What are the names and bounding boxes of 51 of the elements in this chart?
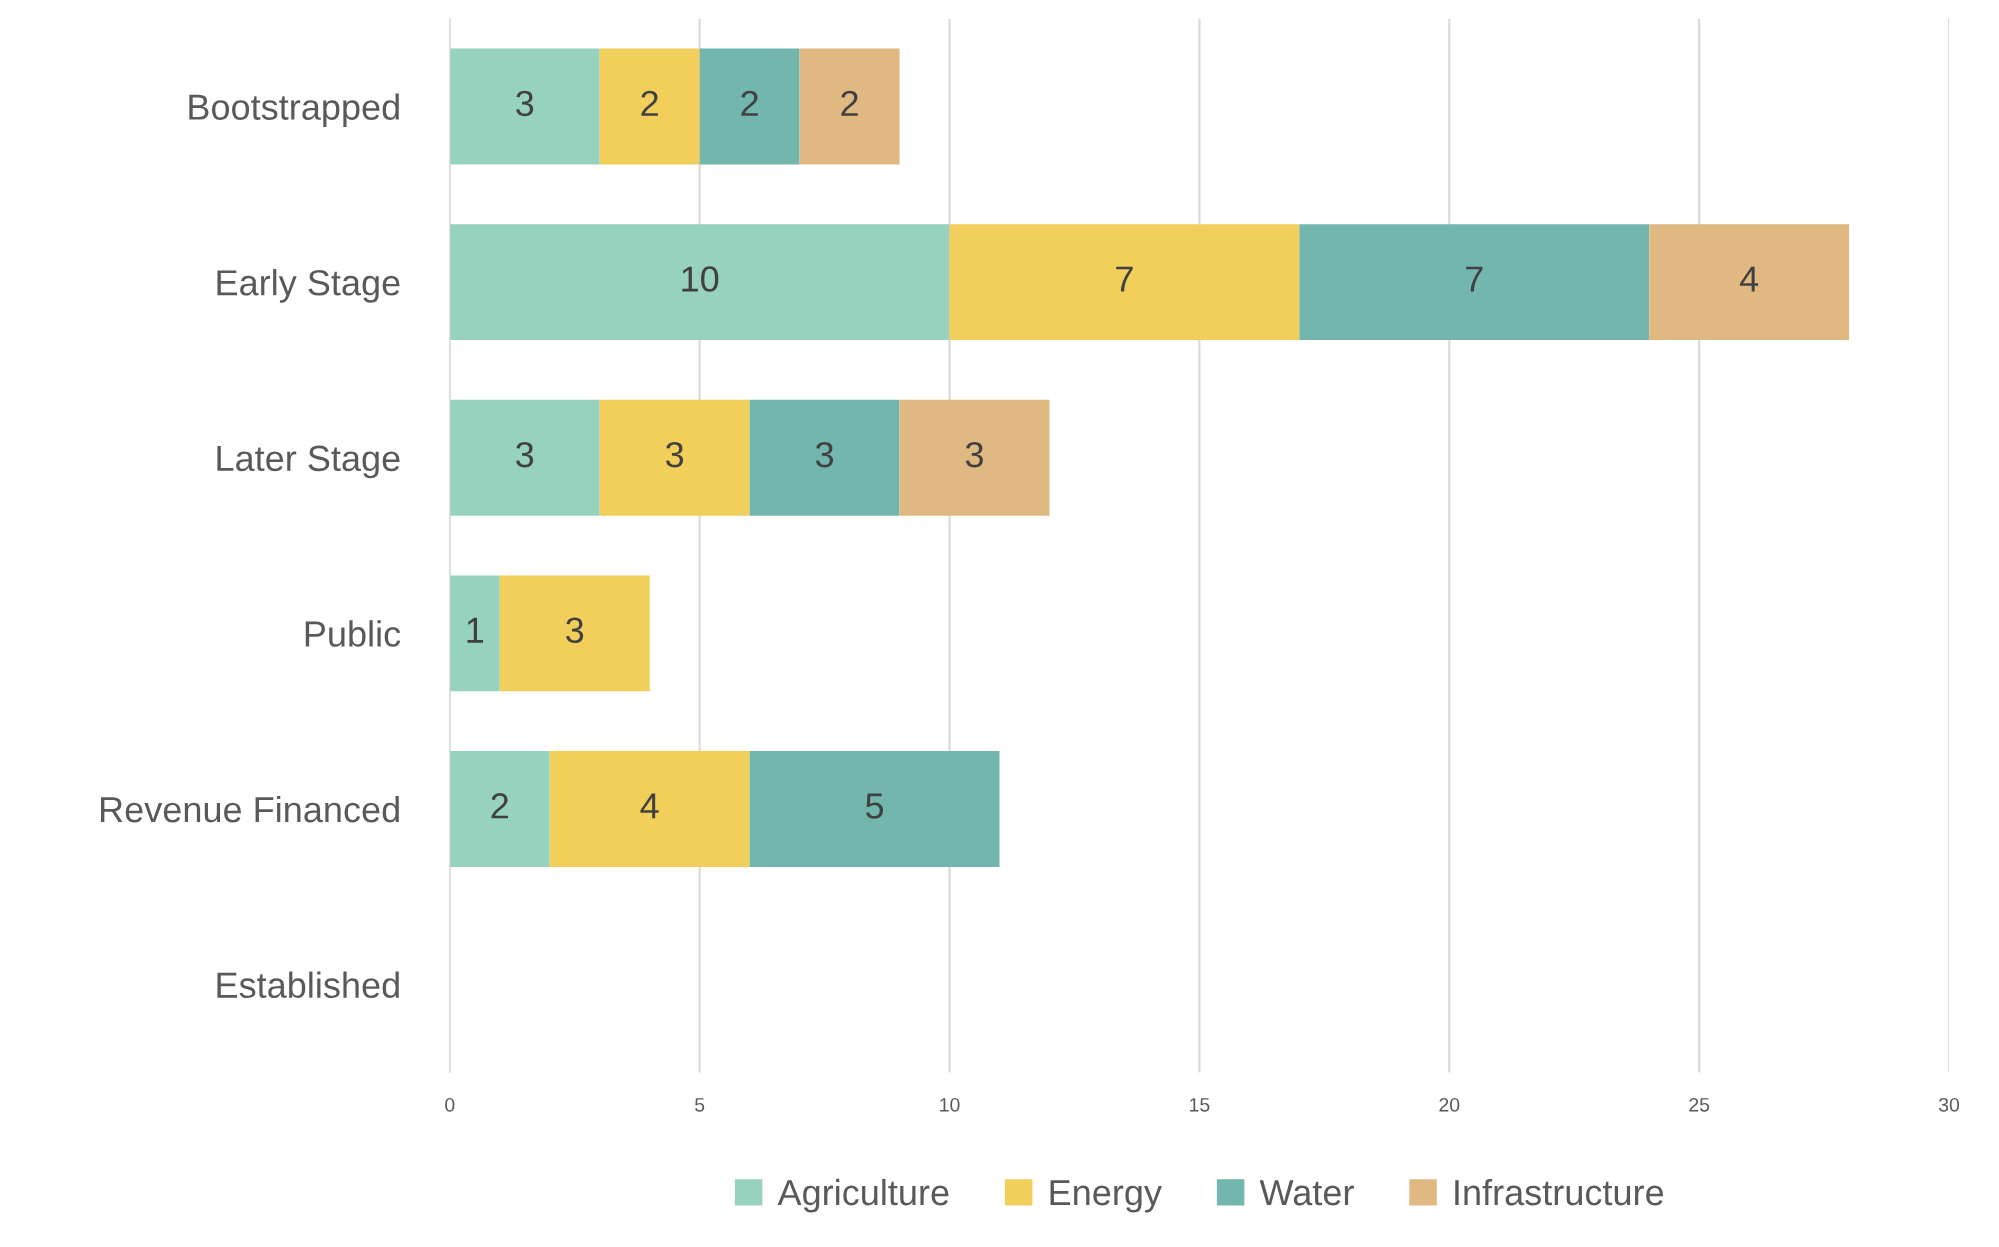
legend-label: Agriculture <box>777 1178 949 1213</box>
data-label: 1 <box>467 617 484 643</box>
x-tick-label: 25 <box>1689 1097 1710 1112</box>
data-label: 7 <box>1116 266 1133 292</box>
x-tick-label: 15 <box>1190 1098 1210 1112</box>
bar <box>1299 224 1650 341</box>
bar <box>749 751 1000 867</box>
y-tick-label: Early Stage <box>217 269 400 303</box>
y-tick-label: Established <box>217 971 399 999</box>
bar <box>599 399 750 516</box>
bar <box>449 399 600 516</box>
bar <box>899 399 1050 516</box>
bar <box>949 224 1300 341</box>
y-tick-label: Public <box>305 620 401 647</box>
bar <box>449 48 600 165</box>
x-tick-label: 30 <box>1938 1097 1960 1112</box>
data-label: 3 <box>965 441 983 468</box>
y-tick-label: Revenue Financed <box>101 795 399 823</box>
data-label: 2 <box>641 90 658 116</box>
data-label: 2 <box>491 793 508 819</box>
bar <box>499 575 650 692</box>
data-label: 7 <box>1466 266 1483 292</box>
data-label: 10 <box>682 266 719 292</box>
data-label: 3 <box>566 617 584 644</box>
bar <box>1649 224 1850 341</box>
x-tick-label: 5 <box>695 1098 705 1112</box>
x-tick-label: 0 <box>445 1097 455 1112</box>
y-tick-label: Later Stage <box>217 445 400 479</box>
data-label: 5 <box>865 793 884 819</box>
y-tick-label: Bootstrapped <box>189 93 399 128</box>
data-label: 4 <box>640 793 659 819</box>
x-tick-label: 20 <box>1439 1097 1460 1112</box>
bar <box>599 48 700 165</box>
legend-label: Infrastructure <box>1455 1178 1664 1206</box>
data-label: 2 <box>741 90 758 116</box>
data-label: 3 <box>666 441 684 468</box>
data-label: 2 <box>841 90 858 116</box>
data-label: 3 <box>516 441 534 468</box>
data-label: 4 <box>1739 266 1759 292</box>
legend-label: Energy <box>1050 1180 1162 1213</box>
bar <box>699 48 800 165</box>
x-tick-label: 10 <box>940 1097 960 1112</box>
data-label: 3 <box>815 441 834 468</box>
bar <box>449 224 950 341</box>
bar <box>449 751 550 867</box>
bar <box>799 48 900 165</box>
bar <box>749 399 900 516</box>
bar <box>549 751 750 867</box>
data-label: 3 <box>516 90 534 117</box>
legend-label: Water <box>1259 1180 1354 1206</box>
bar <box>449 575 500 692</box>
